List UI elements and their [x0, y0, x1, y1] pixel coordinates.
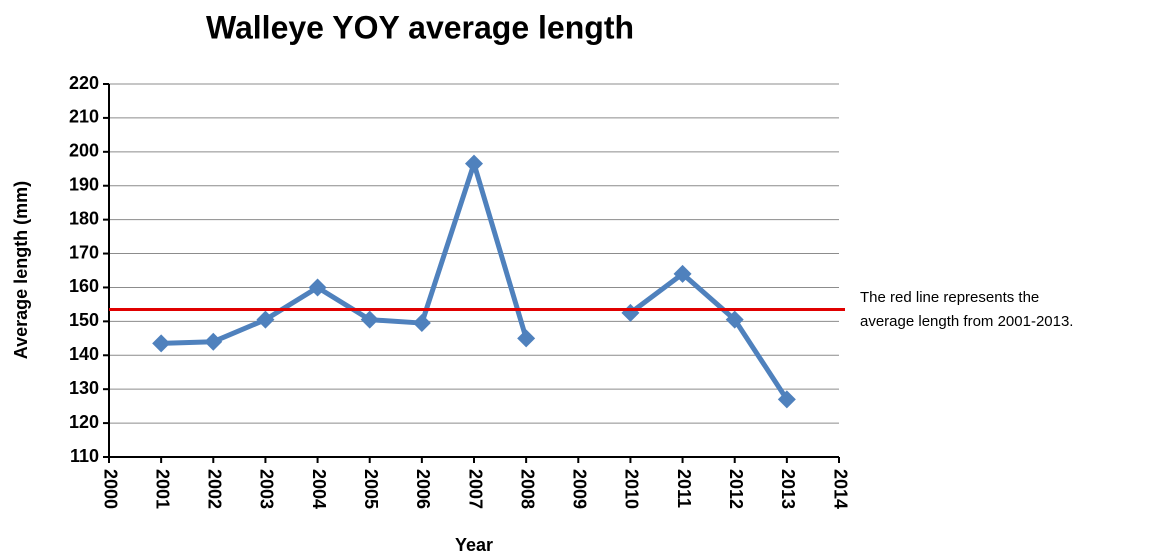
x-tick-label: 2001: [152, 469, 172, 509]
y-tick-label: 210: [69, 107, 99, 127]
data-point: [204, 332, 223, 351]
x-tick-label: 2000: [100, 469, 120, 509]
data-point: [412, 314, 431, 333]
x-tick-label: 2006: [413, 469, 433, 509]
x-tick-label: 2013: [778, 469, 798, 509]
data-line: [161, 161, 789, 401]
x-tick-label: 2002: [205, 469, 225, 509]
x-tick-label: 2012: [726, 469, 746, 509]
data-point: [777, 390, 796, 409]
y-tick-label: 110: [70, 446, 99, 466]
y-tick-label: 160: [69, 276, 99, 296]
x-tick-label: 2009: [570, 469, 590, 509]
chart-title: Walleye YOY average length: [206, 9, 634, 45]
data-point: [152, 334, 171, 353]
y-tick-label: 140: [69, 344, 99, 364]
x-tick-label: 2007: [465, 469, 485, 509]
x-tick-label: 2003: [257, 469, 277, 509]
y-tick-label: 200: [69, 141, 99, 161]
annotation: average length from 2001-2013.: [860, 313, 1073, 330]
data-point: [517, 329, 536, 348]
x-tick-label: 2004: [309, 469, 329, 509]
y-tick-label: 220: [69, 73, 99, 93]
y-tick-label: 130: [69, 378, 99, 398]
x-tick-label: 2008: [517, 469, 537, 509]
data-point: [725, 310, 744, 329]
y-tick-label: 190: [69, 174, 99, 194]
data-point: [673, 264, 692, 283]
x-tick-label: 2011: [674, 469, 694, 508]
data-point: [308, 278, 327, 297]
data-point: [360, 310, 379, 329]
x-tick-label: 2010: [622, 469, 642, 509]
data-point: [465, 154, 483, 173]
y-tick-label: 150: [69, 310, 99, 330]
y-axis-label: Average length (mm): [11, 181, 31, 359]
x-axis-label: Year: [455, 535, 493, 555]
y-tick-label: 180: [69, 208, 99, 228]
data-point: [256, 310, 275, 329]
x-tick-label: 2005: [361, 469, 381, 509]
y-tick-label: 170: [69, 242, 99, 262]
annotation: The red line represents the: [860, 289, 1039, 306]
x-tick-label: 2014: [830, 469, 850, 509]
y-tick-label: 120: [69, 412, 99, 432]
